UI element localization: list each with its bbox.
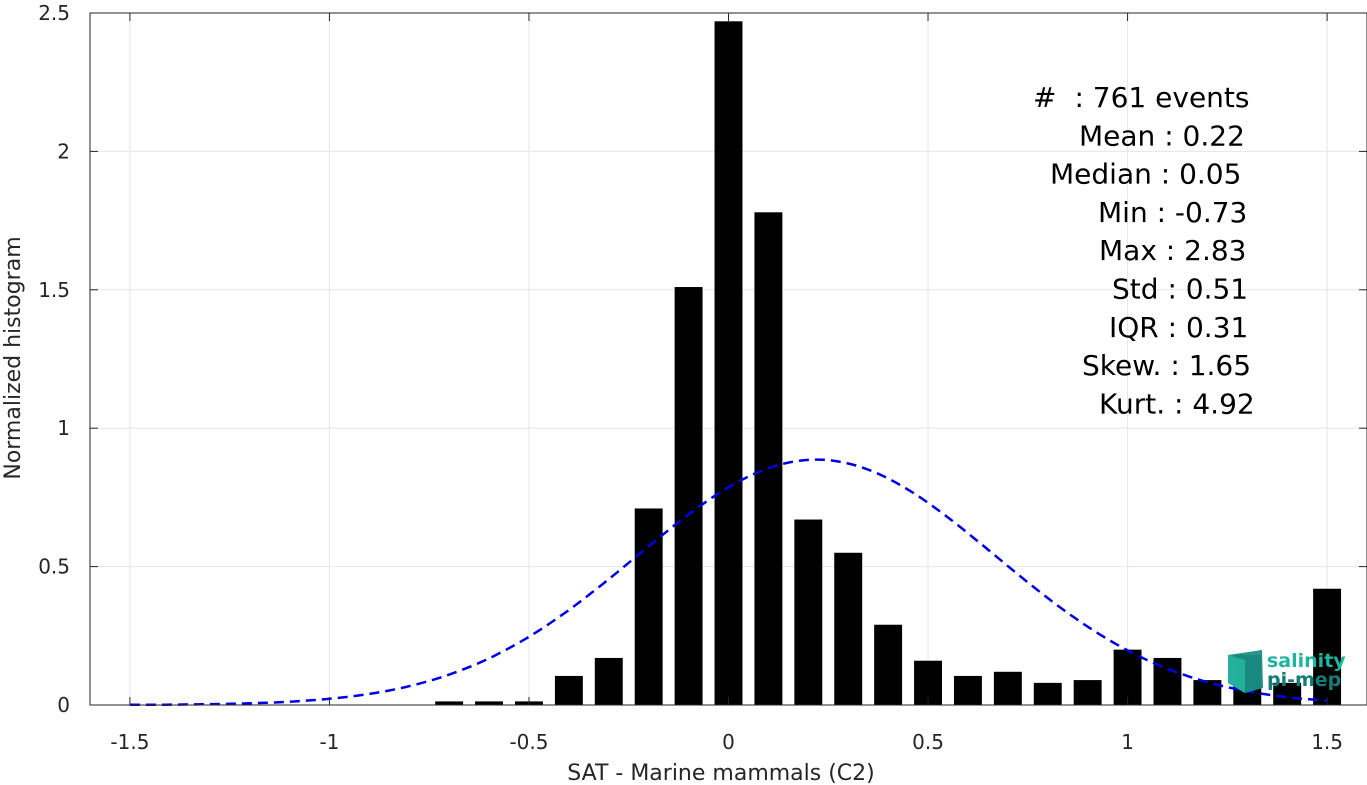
stat-label: Kurt. xyxy=(1099,387,1174,420)
histogram-bar xyxy=(634,508,663,705)
stat-line: Kurt. : 4.92 xyxy=(1099,387,1255,420)
stat-value: : -0.73 xyxy=(1157,196,1248,229)
y-tick-label: 0 xyxy=(57,693,70,717)
histogram-bar xyxy=(993,671,1022,705)
histogram-bar xyxy=(594,657,623,705)
stat-value: : 4.92 xyxy=(1174,387,1255,420)
histogram-bar xyxy=(714,21,743,705)
histogram-bar xyxy=(834,552,863,705)
histogram-bar xyxy=(1273,682,1302,705)
stat-label: Mean xyxy=(1079,119,1164,152)
bars xyxy=(435,21,1342,705)
y-tick-label: 1 xyxy=(57,416,70,440)
x-tick-label: 0.5 xyxy=(912,730,944,754)
x-tick-label: 0 xyxy=(722,730,735,754)
stat-value: : 2.83 xyxy=(1166,234,1247,267)
stat-line: Min : -0.73 xyxy=(1098,196,1247,229)
stat-value: : 0.51 xyxy=(1167,273,1248,306)
histogram-bar xyxy=(754,212,783,705)
stat-line: Median : 0.05 xyxy=(1050,158,1241,191)
histogram-bar xyxy=(475,701,504,705)
histogram-bar xyxy=(953,675,982,705)
stat-line: Max : 2.83 xyxy=(1099,234,1246,267)
stat-label: Skew. xyxy=(1082,349,1170,382)
x-tick-label: -1.5 xyxy=(110,730,149,754)
histogram-bar xyxy=(1113,649,1142,705)
x-axis-label: SAT - Marine mammals (C2) xyxy=(567,761,875,785)
logo-cube-facet xyxy=(1228,655,1245,693)
logo-text-pimep: pi-mep xyxy=(1267,669,1341,691)
y-tick-label: 2 xyxy=(57,139,70,163)
stat-line: IQR : 0.31 xyxy=(1109,311,1248,344)
stat-value: : 761 events xyxy=(1074,81,1249,114)
histogram-bar xyxy=(874,624,903,705)
y-axis-ticks: 0 0.5 1 1.5 2 2.5 xyxy=(38,1,1367,717)
stat-label: Max xyxy=(1099,234,1166,267)
stat-line: Std : 0.51 xyxy=(1112,273,1248,306)
stat-value: : 0.31 xyxy=(1168,311,1249,344)
y-tick-label: 1.5 xyxy=(38,278,70,302)
x-tick-label: 1 xyxy=(1121,730,1134,754)
x-tick-label: 1.5 xyxy=(1311,730,1343,754)
stat-line: Mean : 0.22 xyxy=(1079,119,1245,152)
salinity-pimep-logo: salinity pi-mep xyxy=(1228,650,1346,693)
y-tick-label: 0.5 xyxy=(38,555,70,579)
histogram-bar xyxy=(1033,682,1062,705)
stat-label: Min xyxy=(1098,196,1157,229)
histogram-bar xyxy=(435,701,464,705)
histogram-bar xyxy=(794,519,823,705)
logo-text-salinity: salinity xyxy=(1267,650,1346,672)
x-tick-label: -1 xyxy=(319,730,339,754)
stat-label: Median xyxy=(1050,158,1161,191)
histogram-bar xyxy=(1313,588,1342,705)
histogram-bar xyxy=(554,675,583,705)
y-tick-label: 2.5 xyxy=(38,1,70,25)
stat-value: : 1.65 xyxy=(1170,349,1251,382)
stat-value: : 0.05 xyxy=(1161,158,1242,191)
x-tick-label: -0.5 xyxy=(509,730,548,754)
y-axis-label: Normalized histogram xyxy=(1,236,26,479)
histogram-bar xyxy=(1073,680,1102,705)
histogram-bar xyxy=(674,287,703,705)
x-axis-ticks: -1.5 -1 -0.5 0 0.5 1 1.5 xyxy=(110,13,1343,754)
stat-value: : 0.22 xyxy=(1164,119,1245,152)
stat-label: Std xyxy=(1112,273,1167,306)
stat-label: IQR xyxy=(1109,311,1168,344)
stat-line: # : 761 events xyxy=(1033,81,1249,114)
stat-line: Skew. : 1.65 xyxy=(1082,349,1251,382)
stat-label: # xyxy=(1033,81,1056,114)
